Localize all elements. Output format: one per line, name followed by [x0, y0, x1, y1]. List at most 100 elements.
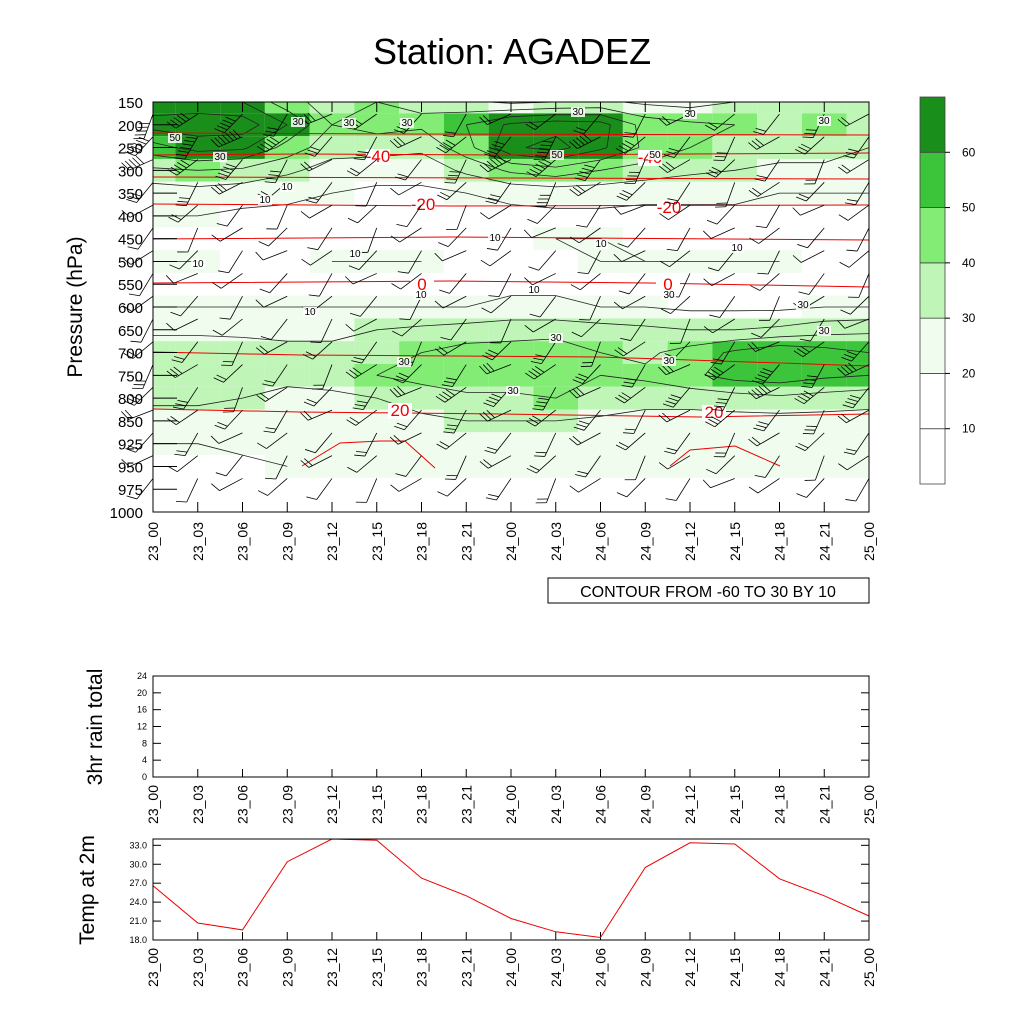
contour-label: 10 — [304, 307, 316, 318]
wind-speed-cell — [622, 363, 668, 387]
barb-staff — [128, 409, 154, 420]
wind-barb — [213, 364, 243, 383]
x-tick-label: 24_00 — [503, 948, 519, 987]
contour-label: 30 — [401, 118, 413, 129]
barb-flag — [262, 383, 273, 387]
wind-barb — [444, 159, 467, 184]
contour-label-bg — [348, 249, 362, 259]
barb-flag — [538, 397, 550, 400]
wind-barb — [750, 273, 780, 291]
y-tick-label: 24 — [137, 671, 147, 681]
barb-flag — [842, 404, 854, 409]
barb-flag — [712, 358, 724, 362]
wind-speed-cell — [757, 432, 802, 456]
barb-flag — [616, 492, 628, 498]
barb-flag — [571, 331, 582, 338]
wind-speed-cell — [622, 181, 668, 205]
barb-staff — [309, 204, 333, 219]
barb-staff — [404, 409, 422, 430]
barb-flag — [263, 134, 274, 137]
wind-speed-cell — [578, 455, 623, 478]
barb-flag — [523, 229, 532, 238]
barb-flag — [535, 354, 547, 358]
barb-flag — [537, 151, 548, 154]
wind-barb — [524, 318, 556, 333]
barb-staff — [583, 409, 601, 431]
barb-staff — [577, 136, 601, 149]
wind-barb — [572, 364, 601, 384]
barb-flag — [751, 389, 760, 398]
barb-flag — [748, 438, 758, 447]
barb-flag — [356, 400, 368, 404]
barb-flag — [659, 213, 669, 220]
wind-speed-cell — [399, 318, 444, 342]
barb-flag — [528, 121, 539, 128]
barb-staff — [454, 159, 467, 184]
barb-staff — [533, 364, 556, 380]
barb-flag — [267, 127, 279, 130]
barb-flag — [715, 156, 726, 158]
wind-barb — [525, 113, 556, 130]
barb-flag — [441, 384, 453, 387]
wind-speed-cell — [622, 318, 668, 342]
barb-flag — [265, 130, 276, 134]
barb-flag — [536, 202, 548, 204]
barb-flag — [434, 252, 443, 262]
barb-flag — [344, 276, 354, 285]
barb-staff — [846, 455, 870, 471]
barb-flag — [437, 194, 448, 201]
wind-speed-cell — [488, 455, 534, 478]
barb-flag — [576, 386, 585, 395]
wind-speed-cell — [801, 386, 847, 410]
wind-barb — [352, 387, 378, 411]
barb-staff — [725, 182, 736, 207]
barb-flag — [479, 164, 489, 173]
contour-label: 10 — [731, 243, 743, 254]
barb-flag — [624, 132, 636, 135]
wind-barb — [479, 113, 512, 125]
colorbar-box — [919, 151, 946, 208]
barb-flag — [214, 184, 224, 193]
barb-flag — [573, 426, 585, 431]
wind-barb — [842, 387, 870, 409]
barb-flag — [658, 462, 668, 470]
barb-staff — [756, 432, 780, 447]
wind-barb — [171, 341, 199, 363]
barb-flag — [303, 114, 312, 123]
barb-staff — [456, 204, 467, 230]
wind-speed-cell — [443, 455, 489, 478]
barb-staff — [808, 273, 825, 295]
wind-barb — [755, 204, 780, 229]
barb-staff — [680, 318, 691, 344]
barb-flag — [218, 172, 229, 177]
wind-barb — [621, 364, 646, 388]
wind-speed-cell — [354, 113, 400, 137]
barb-flag — [841, 413, 851, 422]
barb-staff — [533, 318, 556, 333]
barb-flag — [225, 132, 234, 141]
barb-flag — [259, 392, 270, 400]
barb-flag — [619, 192, 630, 198]
barb-staff — [130, 250, 154, 265]
barb-staff — [409, 296, 422, 320]
barb-flag — [844, 364, 853, 373]
barb-flag — [804, 183, 815, 185]
wind-barb — [802, 409, 825, 435]
colorbar: 10 20 30 40 50 60 — [919, 96, 976, 485]
temperature-label: -40 — [366, 147, 391, 166]
contour-label-bg — [594, 239, 608, 249]
wind-barb — [840, 295, 870, 315]
barb-staff — [769, 296, 780, 321]
wind-barb — [255, 341, 288, 355]
wind-barb — [300, 455, 333, 468]
barb-flag — [438, 242, 449, 247]
wind-speed-cell — [801, 455, 847, 478]
wind-speed-cell — [667, 386, 713, 410]
pressure-tick-label: 750 — [118, 368, 143, 385]
barb-staff — [136, 478, 154, 500]
barb-flag — [132, 157, 141, 166]
x-tick-label: 24_06 — [593, 948, 609, 987]
contour-label: 30 — [292, 117, 304, 128]
barb-flag — [355, 205, 367, 207]
contour-label: 10 — [489, 233, 501, 244]
